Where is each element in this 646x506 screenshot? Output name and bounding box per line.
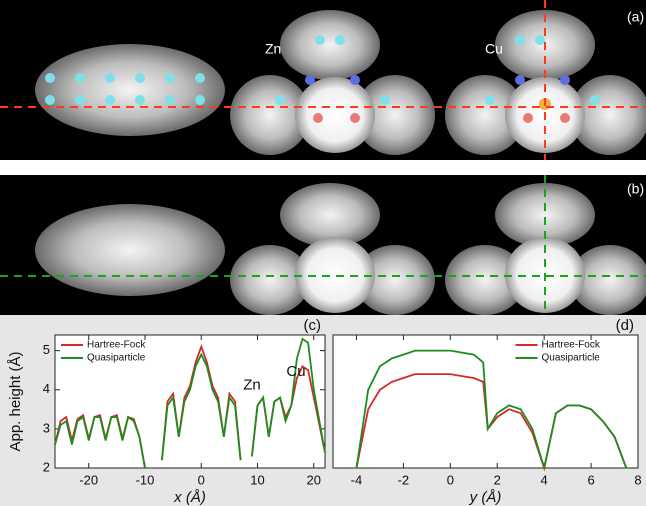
x-tick-label: 8	[634, 472, 641, 487]
x-axis-label: x (Å)	[173, 489, 206, 506]
annotation: Cu	[286, 363, 305, 380]
image-panel-a: (a) Zn Cu	[0, 0, 646, 160]
panel-label: (a)	[627, 9, 644, 25]
panel-label: (d)	[616, 317, 634, 334]
x-tick-label: 6	[587, 472, 594, 487]
x-tick-label: -2	[398, 472, 410, 487]
y-axis-label: App. height (Å)	[7, 351, 24, 451]
annotation: Zn	[243, 377, 261, 394]
y-tick-label: 2	[43, 459, 50, 474]
x-tick-label: -20	[79, 472, 98, 487]
x-tick-label: 20	[307, 472, 321, 487]
separator	[0, 160, 646, 175]
x-tick-label: 0	[447, 472, 454, 487]
x-tick-label: 10	[250, 472, 264, 487]
y-tick-label: 3	[43, 420, 50, 435]
legend-label: Hartree-Fock	[542, 340, 601, 351]
legend-label: Hartree-Fock	[87, 340, 146, 351]
x-tick-label: -10	[136, 472, 155, 487]
panel-label: (b)	[627, 181, 644, 197]
x-tick-label: 0	[198, 472, 205, 487]
legend-label: Quasiparticle	[542, 353, 601, 364]
legend-label: Quasiparticle	[87, 353, 146, 364]
y-tick-label: 5	[43, 342, 50, 357]
panel-label: (c)	[304, 317, 322, 334]
x-tick-label: 2	[494, 472, 501, 487]
image-panel-b: (b)	[0, 175, 646, 315]
figure: (a) Zn Cu (b) -20-10010202345x (Å)App. h…	[0, 0, 646, 506]
x-axis-label: y (Å)	[469, 489, 502, 506]
y-tick-label: 4	[43, 381, 50, 396]
x-tick-label: 4	[541, 472, 548, 487]
metal-label: Zn	[265, 41, 281, 57]
metal-label: Cu	[485, 41, 503, 57]
page: (a) Zn Cu (b) -20-10010202345x (Å)App. h…	[0, 0, 646, 506]
x-tick-label: -4	[351, 472, 363, 487]
